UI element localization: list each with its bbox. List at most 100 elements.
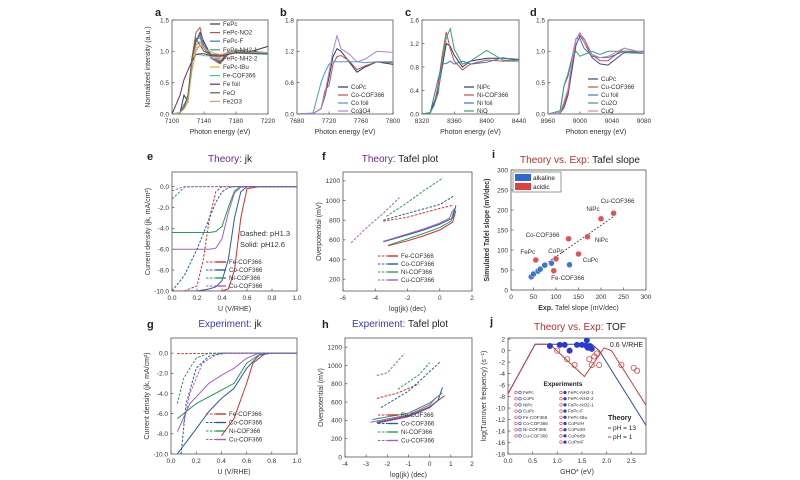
y-tick-label: 800 <box>331 381 342 388</box>
legend-label: FePc-NH2-2 <box>223 55 258 62</box>
legend-item: Ni-COF366 <box>378 429 433 436</box>
marker-acidic <box>559 434 563 438</box>
x-tick-label: 9000 <box>573 118 588 125</box>
y-tick-label: -10.0 <box>154 288 169 295</box>
legend-item: Co foil <box>338 100 369 107</box>
x-tick-label: 7800 <box>386 118 401 125</box>
x-tick-label: 0 <box>438 295 442 302</box>
panel-label: e <box>147 151 153 163</box>
marker-alkaline <box>518 415 522 419</box>
data-point-alkaline <box>566 261 573 269</box>
y-tick-label: -12 <box>496 417 506 424</box>
point-label: Fe-COF366 <box>551 275 585 282</box>
marker-acidic <box>559 428 563 432</box>
y-tick-label: 1000 <box>328 363 343 370</box>
series-line-co-cof366 <box>376 387 443 424</box>
legend-label: CoPorBr <box>568 433 586 438</box>
y-tick-label: 1.2 <box>410 41 419 48</box>
y-tick-label: -6 <box>499 382 505 389</box>
x-tick-label: -3 <box>363 461 369 468</box>
marker-acidic <box>559 421 563 426</box>
x-tick-label: 2 <box>470 461 474 468</box>
plot-area <box>176 352 297 454</box>
legend-label: Co3O4 <box>351 108 371 115</box>
legend-item: Ni-COF366 <box>378 269 433 276</box>
x-tick-label: -1 <box>406 461 412 468</box>
data-point-alkaline <box>541 261 548 269</box>
panel-g: g Experiment: jk 0.0 0.2 0.4 0.6 0.8 1.0 -10.0 -8… <box>144 319 302 476</box>
x-axis-label-text: U (V/RHE) <box>217 469 250 476</box>
x-tick-label: 0.6 <box>242 295 251 302</box>
legend-item: Fe-COF366 <box>210 73 256 80</box>
marker-acidic <box>514 403 518 407</box>
legend-label: Co-COF366 <box>229 267 263 274</box>
legend-item: CuPc <box>588 76 616 83</box>
legend-label: Ni-COF366 <box>401 429 433 436</box>
series-line-cu-cof366 <box>376 353 405 376</box>
x-tick-label: 0.0 <box>167 295 176 302</box>
legend-label: Ni-COF366 <box>401 269 433 276</box>
legend-item: FeO <box>210 90 235 97</box>
panel-c: c 8320 8360 8400 8440 0.0 0.4 0.8 1.2 1.6 Photon e… <box>405 7 527 136</box>
panel-b: b 7680 7720 7760 7800 0.0 0.6 1.2 1.8 Photon ener… <box>280 7 401 136</box>
legend-label: CoPorH <box>568 421 584 426</box>
legend-item: CoPc <box>338 84 366 91</box>
x-axis-label: U (V/RHE) <box>218 306 251 313</box>
legend-label: FeO <box>223 90 235 97</box>
panel-f: f Theory: Tafel plot -6 -4 -2 0 2 200 400 600 800 1… <box>316 151 474 313</box>
x-tick-label: 2.5 <box>627 458 636 465</box>
legend-label: Ni-COF366 <box>229 428 261 435</box>
series-line-fe-cof366 <box>172 186 297 291</box>
y-tick-label: 1.6 <box>410 17 419 24</box>
panel-title: Theory: Tafel plot <box>362 154 439 165</box>
x-axis-label-prefix: Exp. <box>538 305 555 312</box>
x-tick-label: -2 <box>384 461 390 468</box>
series-line-co-cof366 <box>297 54 393 114</box>
panel-label: i <box>492 149 495 161</box>
panel-e: e Theory: jk 0.0 0.2 0.4 0.6 0.8 1.0 -10.0 -8.0 -6… <box>145 151 302 313</box>
y-tick-label: -18 <box>496 451 506 458</box>
legend-label: Cu foil <box>601 92 619 99</box>
legend-label: Cu-COF366 <box>229 437 263 444</box>
plot-area <box>422 27 519 114</box>
y-tick-label: 1.5 <box>160 17 169 24</box>
x-tick-label: 7720 <box>322 118 337 125</box>
x-axis-label-text: Photon energy (eV) <box>566 129 627 136</box>
series-line-co-cof366 <box>172 186 297 291</box>
legend-item: Co3O4 <box>338 108 371 115</box>
marker-acidic <box>514 409 518 413</box>
legend-item: Fe-COF366 <box>378 253 434 260</box>
marker-acidic <box>514 421 518 426</box>
plot-area <box>172 26 268 114</box>
x-axis-label: U (V/RHE) <box>217 469 250 476</box>
point-label: CoPc <box>548 248 563 255</box>
legend-label: Fe-COF366 <box>223 73 256 80</box>
legend-label: FePc-NH2-1 <box>223 47 258 54</box>
x-tick-label: 2 <box>470 295 474 302</box>
legend-item: Co-COF366 <box>206 267 263 274</box>
experiment-point <box>554 347 561 354</box>
x-tick-label: 8960 <box>541 118 556 125</box>
experiment-legend-item: FePc-F <box>559 409 583 414</box>
experiment-point <box>588 345 595 352</box>
legend-label: NiO <box>477 108 488 115</box>
annotation: Solid: pH12.6 <box>240 240 285 249</box>
marker-alkaline <box>563 440 567 444</box>
legend-item: Fe foil <box>210 81 240 88</box>
series-line-fe-foil <box>172 52 268 114</box>
legend-label: Cu-COF366 <box>601 84 635 91</box>
x-tick-label: 0.2 <box>192 458 201 465</box>
legend-label: Cu-COF366 <box>401 438 435 445</box>
legend-label: Cu-COF366 <box>523 433 548 438</box>
x-axis-label: log(jk) (dec) <box>390 472 427 479</box>
y-tick-label: 0.4 <box>410 88 419 95</box>
legend-item: NiO <box>464 108 488 115</box>
x-tick-label: 9080 <box>637 118 652 125</box>
legend-item: Co-COF366 <box>206 420 263 427</box>
y-axis-label: Overpotential (mV) <box>316 202 323 261</box>
legend-item: Ni-COF366 <box>464 92 509 99</box>
data-point-acidic <box>610 209 617 217</box>
plot-area <box>370 353 445 424</box>
panel-title: Theory: jk <box>208 154 253 165</box>
y-tick-label: 0.0 <box>160 184 169 191</box>
